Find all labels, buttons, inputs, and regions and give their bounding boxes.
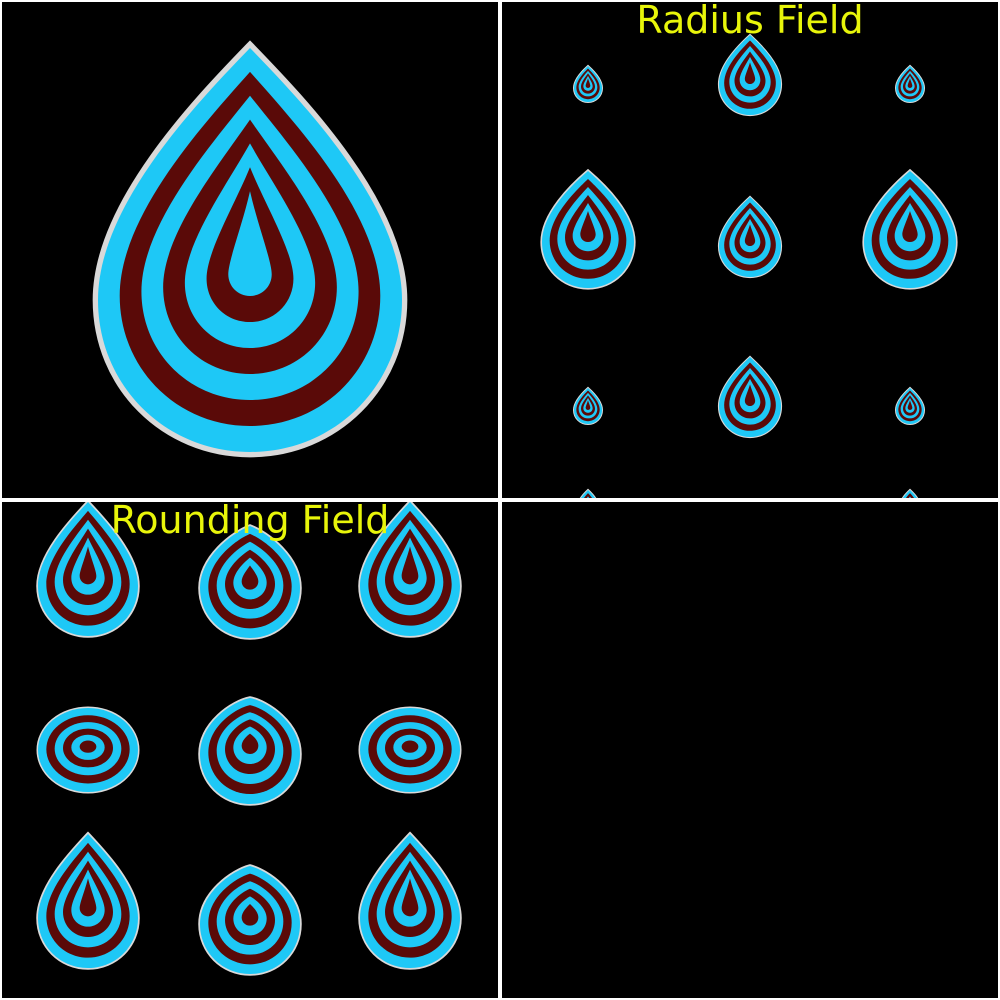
rounding-oval-1: [36, 706, 140, 794]
radius-drop-6: [862, 168, 958, 290]
main-sdf-panel: [2, 2, 498, 498]
radius-drop-3: [894, 64, 926, 104]
rounding-drop-2: [198, 524, 302, 640]
rounding-drop-6: [198, 864, 302, 976]
radius-drop-7: [572, 386, 604, 426]
radius-drop-2: [717, 33, 783, 117]
radius-drop-9: [894, 386, 926, 426]
rounding-field-panel: Rounding Field: [2, 502, 498, 998]
radius-drop-5: [717, 195, 783, 279]
rounding-oval-2: [358, 706, 462, 794]
radius-field-panel: Radius Field: [502, 2, 998, 498]
empty-panel: [502, 502, 998, 998]
rounding-drop-7: [358, 831, 462, 970]
rounding-drop-1: [36, 502, 140, 638]
radius-drop-8: [717, 355, 783, 439]
radius-drop-1: [572, 64, 604, 104]
radius-drop-edge-2: [901, 488, 919, 498]
radius-drop-edge-1: [579, 488, 597, 498]
main-teardrop: [92, 40, 408, 458]
main-teardrop-render: [92, 40, 408, 458]
radius-field-render: [540, 33, 958, 498]
rounding-drop-3: [358, 502, 462, 638]
rounding-drop-5: [36, 831, 140, 970]
rounding-field-render: [36, 502, 462, 976]
rounding-drop-4: [198, 696, 302, 806]
radius-drop-4: [540, 168, 636, 290]
